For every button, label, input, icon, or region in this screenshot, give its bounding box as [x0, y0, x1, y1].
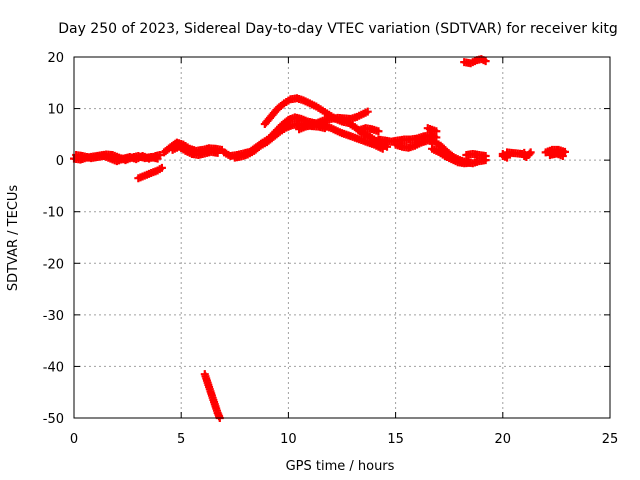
y-tick-label: -10: [43, 206, 64, 221]
x-axis-label: GPS time / hours: [286, 459, 395, 474]
y-tick-label: -40: [43, 360, 64, 375]
data-point: [481, 152, 490, 161]
data-point: [155, 150, 164, 159]
data-point: [481, 57, 490, 66]
x-tick-labels: 0 5 10 15 20 25: [70, 432, 618, 447]
data-point: [526, 148, 535, 157]
data-points: [70, 55, 569, 422]
x-tick-label: 0: [70, 432, 78, 447]
y-tick-labels: -50 -40 -30 -20 -10 0 10 20: [43, 51, 64, 427]
y-tick-label: 20: [47, 51, 64, 66]
x-tick-label: 10: [280, 432, 297, 447]
y-axis-label: SDTVAR / TECUs: [6, 185, 21, 292]
y-tick-label: -50: [43, 412, 64, 427]
chart-title: Day 250 of 2023, Sidereal Day-to-day VTE…: [58, 21, 618, 37]
y-tick-label: -20: [43, 257, 64, 272]
x-tick-label: 20: [495, 432, 512, 447]
x-tick-label: 5: [177, 432, 185, 447]
plot-frame: [73, 56, 611, 419]
data-point: [157, 163, 166, 172]
data-point: [558, 152, 567, 161]
data-point: [466, 158, 475, 167]
data-point: [432, 127, 441, 136]
grid: [74, 57, 610, 418]
ticks: [73, 56, 611, 419]
x-tick-label: 15: [387, 432, 404, 447]
data-point: [378, 144, 387, 153]
y-tick-label: 0: [56, 154, 64, 169]
data-point: [374, 127, 383, 136]
y-tick-label: 10: [47, 103, 64, 118]
y-tick-label: -30: [43, 309, 64, 324]
data-point: [363, 107, 372, 116]
x-tick-label: 25: [602, 432, 619, 447]
